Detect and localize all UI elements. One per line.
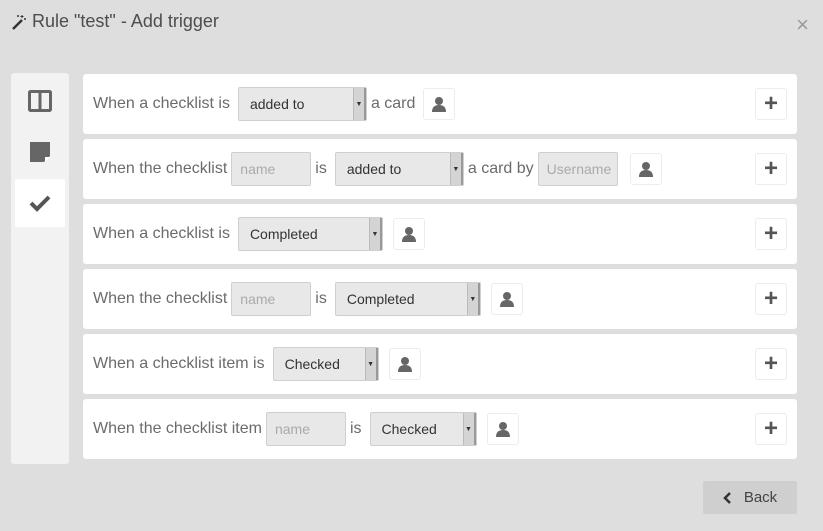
trigger-category-sidebar	[11, 73, 69, 464]
sidebar-item-checklist[interactable]	[15, 179, 65, 227]
caret-down-icon: ▼	[462, 413, 476, 445]
caret-down-icon: ▼	[364, 348, 378, 380]
select-value: Completed	[249, 226, 318, 242]
user-icon	[432, 97, 447, 112]
trigger-text: is	[349, 420, 362, 437]
select-value: added to	[346, 161, 402, 177]
checklist-item-name-input[interactable]: name	[265, 412, 346, 446]
add-trigger-button[interactable]: +	[755, 283, 787, 315]
action-select[interactable]: added to ▼	[237, 87, 367, 121]
checklist-name-input[interactable]: name	[231, 152, 312, 186]
card-icon	[30, 142, 50, 162]
dialog-title-text: Rule "test" - Add trigger	[32, 11, 219, 31]
sidebar-item-board[interactable]	[15, 77, 65, 125]
add-trigger-button[interactable]: +	[755, 348, 787, 380]
trigger-row: When a checklist is added to ▼ a card +	[83, 74, 797, 134]
trigger-text: When a checklist is	[93, 225, 230, 242]
chevron-left-icon	[723, 491, 731, 504]
back-label: Back	[743, 489, 778, 506]
caret-down-icon: ▼	[466, 283, 480, 315]
dialog-title: Rule "test" - Add trigger	[11, 11, 219, 32]
user-icon	[499, 292, 514, 307]
state-select[interactable]: Completed ▼	[237, 217, 383, 251]
username-input[interactable]: Username	[537, 152, 618, 186]
trigger-row: When a checklist item is Checked ▼ +	[83, 334, 797, 394]
magic-wand-icon	[12, 14, 26, 30]
user-button[interactable]	[423, 88, 456, 120]
select-value: Checked	[381, 421, 437, 437]
trigger-text: a card	[370, 95, 416, 112]
select-value: added to	[249, 96, 305, 112]
back-button[interactable]: Back	[703, 481, 797, 514]
trigger-text: When the checklist	[93, 290, 228, 307]
user-button[interactable]	[388, 348, 421, 380]
user-button[interactable]	[392, 218, 425, 250]
user-button[interactable]	[486, 413, 519, 445]
action-select[interactable]: added to ▼	[334, 152, 464, 186]
user-button[interactable]	[629, 153, 662, 185]
trigger-text: When a checklist item is	[93, 355, 265, 372]
trigger-text: a card by	[467, 160, 534, 177]
add-trigger-button[interactable]: +	[755, 218, 787, 250]
caret-down-icon: ▼	[449, 153, 463, 185]
select-value: Checked	[284, 356, 340, 372]
trigger-row: When the checklist name is added to ▼ a c…	[83, 139, 797, 199]
trigger-row: When the checklist item name is Checked ▼…	[83, 399, 797, 459]
trigger-text: When a checklist is	[93, 95, 230, 112]
trigger-row: When a checklist is Completed ▼ +	[83, 204, 797, 264]
user-icon	[401, 227, 416, 242]
user-icon	[495, 422, 510, 437]
item-state-select[interactable]: Checked ▼	[369, 412, 477, 446]
close-icon[interactable]: ×	[796, 12, 809, 37]
checklist-name-input[interactable]: name	[231, 282, 312, 316]
caret-down-icon: ▼	[368, 218, 382, 250]
trigger-text: is	[315, 160, 327, 177]
add-trigger-button[interactable]: +	[755, 88, 787, 120]
add-trigger-button[interactable]: +	[755, 413, 787, 445]
user-button[interactable]	[490, 283, 523, 315]
board-columns-icon	[28, 90, 52, 112]
add-trigger-button[interactable]: +	[755, 153, 787, 185]
select-value: Completed	[346, 291, 415, 307]
caret-down-icon: ▼	[352, 88, 366, 120]
trigger-text: is	[315, 290, 327, 307]
sidebar-item-card[interactable]	[15, 128, 65, 176]
state-select[interactable]: Completed ▼	[334, 282, 481, 316]
trigger-row: When the checklist name is Completed ▼ +	[83, 269, 797, 329]
user-icon	[638, 162, 653, 177]
user-icon	[397, 357, 412, 372]
check-icon	[29, 195, 51, 212]
item-state-select[interactable]: Checked ▼	[272, 347, 379, 381]
trigger-text: When the checklist item	[93, 420, 262, 437]
trigger-text: When the checklist	[93, 160, 228, 177]
